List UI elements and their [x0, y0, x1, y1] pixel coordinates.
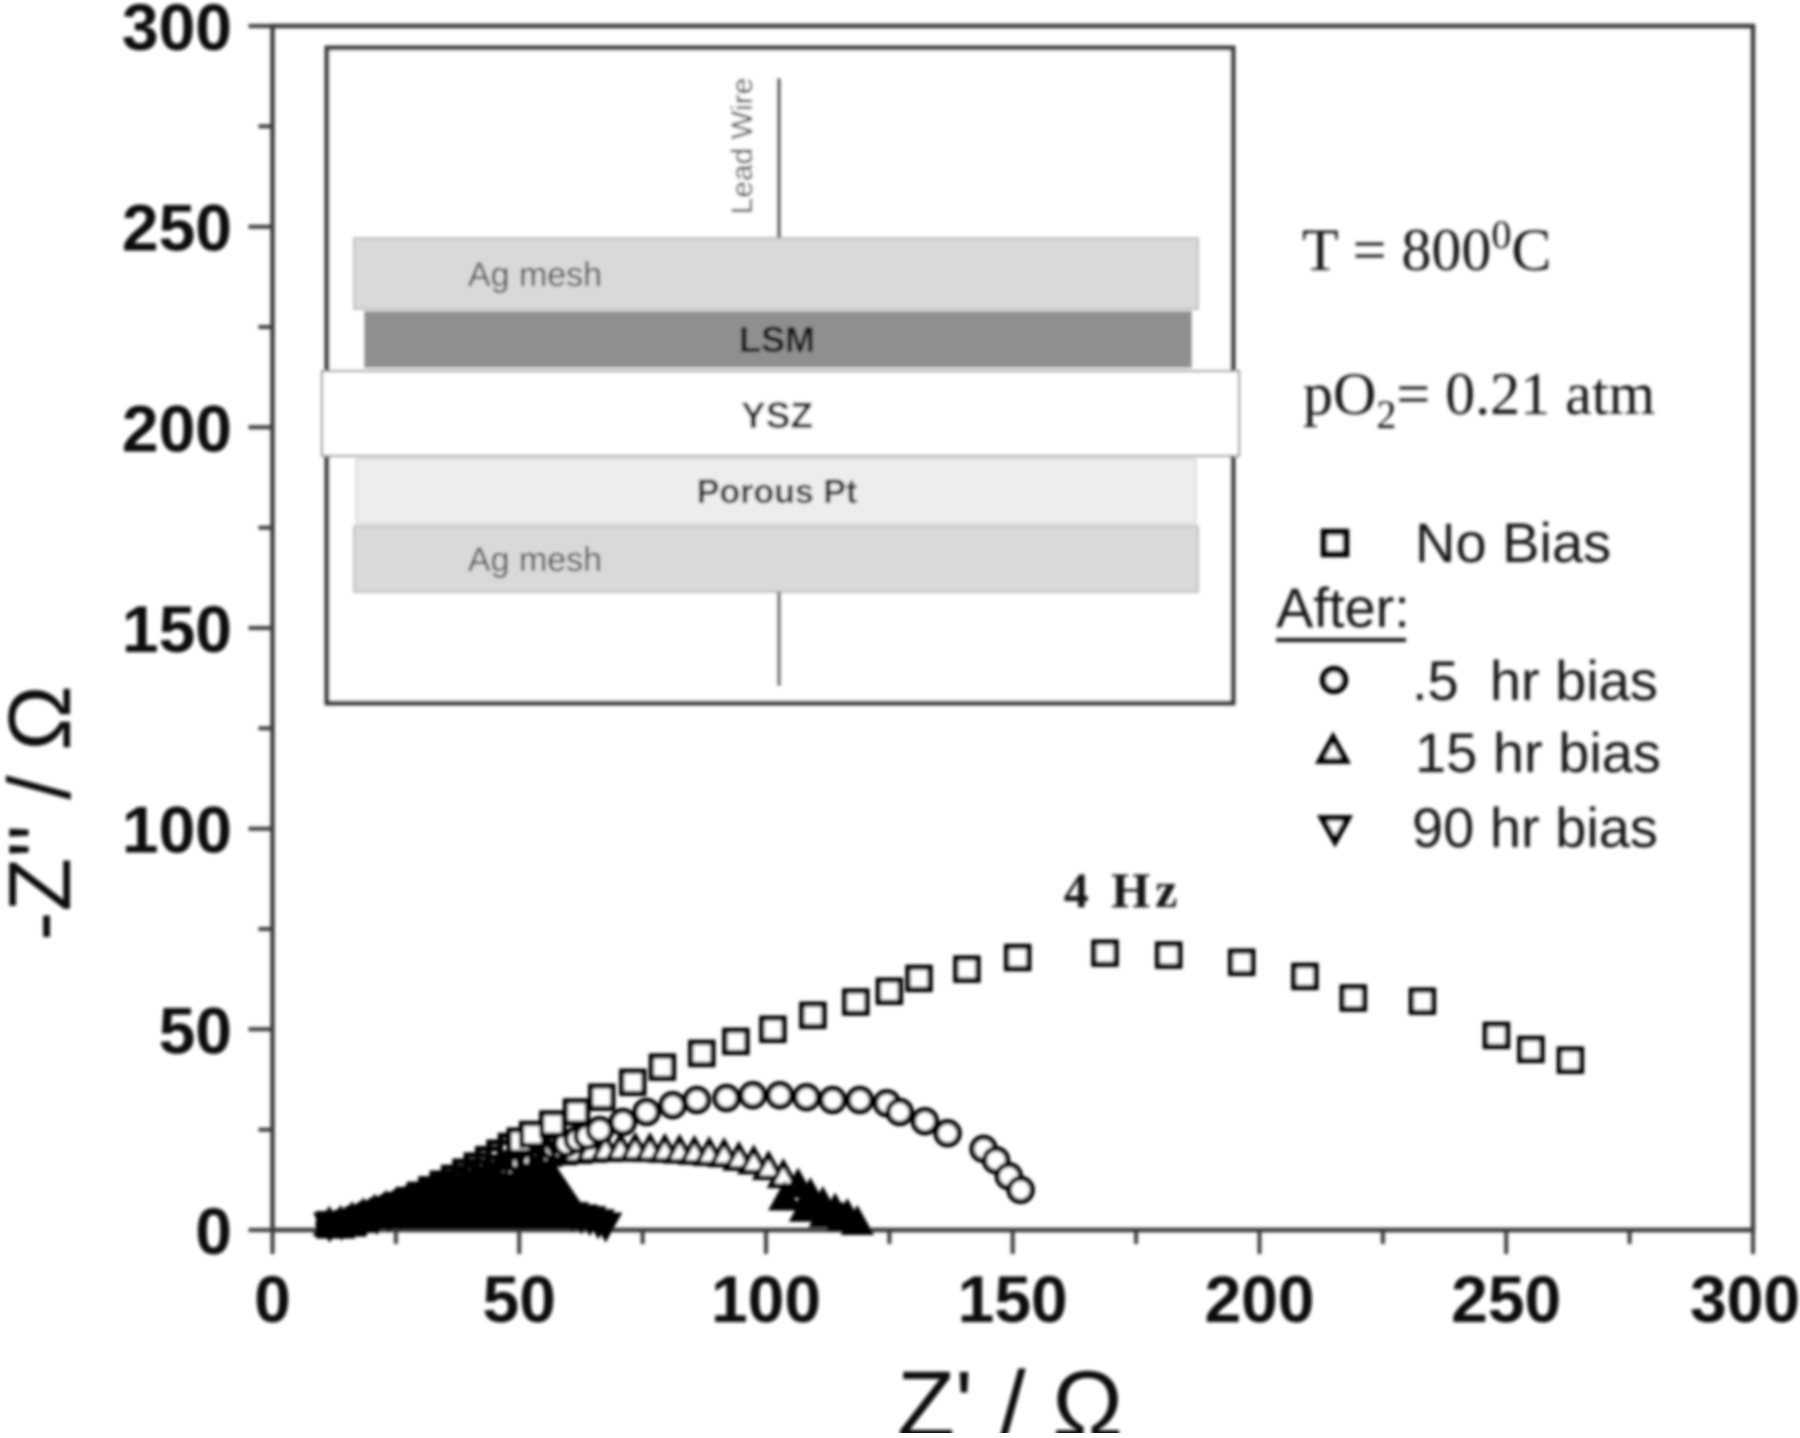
- svg-text:50: 50: [159, 993, 232, 1067]
- svg-text:LSM: LSM: [739, 319, 815, 360]
- svg-text:250: 250: [122, 191, 232, 265]
- svg-text:0: 0: [254, 1262, 291, 1336]
- svg-text:150: 150: [958, 1262, 1068, 1336]
- svg-text:90 hr bias: 90 hr bias: [1412, 796, 1658, 859]
- svg-text:150: 150: [122, 592, 232, 666]
- svg-text:No Bias: No Bias: [1415, 511, 1611, 574]
- svg-text:15 hr bias: 15 hr bias: [1415, 721, 1661, 784]
- svg-text:200: 200: [1204, 1262, 1314, 1336]
- svg-text:300: 300: [122, 0, 232, 64]
- svg-text:Lead Wire: Lead Wire: [726, 78, 759, 215]
- svg-text:250: 250: [1451, 1262, 1561, 1336]
- svg-text:-Z'' / Ω: -Z'' / Ω: [0, 685, 89, 941]
- svg-text:100: 100: [711, 1262, 821, 1336]
- svg-text:Ag mesh: Ag mesh: [468, 541, 602, 579]
- svg-text:0: 0: [195, 1194, 232, 1268]
- svg-text:200: 200: [122, 391, 232, 465]
- svg-text:4 Hz: 4 Hz: [1064, 862, 1183, 918]
- svg-text:50: 50: [482, 1262, 555, 1336]
- svg-text:After:: After:: [1276, 576, 1410, 639]
- svg-text:Ag mesh: Ag mesh: [468, 256, 602, 294]
- svg-text:100: 100: [122, 793, 232, 867]
- svg-text:.5 hr bias: .5 hr bias: [1412, 649, 1658, 712]
- svg-text:YSZ: YSZ: [741, 395, 813, 436]
- svg-text:Porous Pt: Porous Pt: [697, 473, 858, 511]
- svg-text:T = 8000C: T = 8000C: [1302, 212, 1551, 283]
- svg-text:300: 300: [1690, 1262, 1800, 1336]
- svg-text:Z' / Ω: Z' / Ω: [897, 1352, 1123, 1433]
- svg-text:pO2= 0.21 atm: pO2= 0.21 atm: [1303, 361, 1655, 437]
